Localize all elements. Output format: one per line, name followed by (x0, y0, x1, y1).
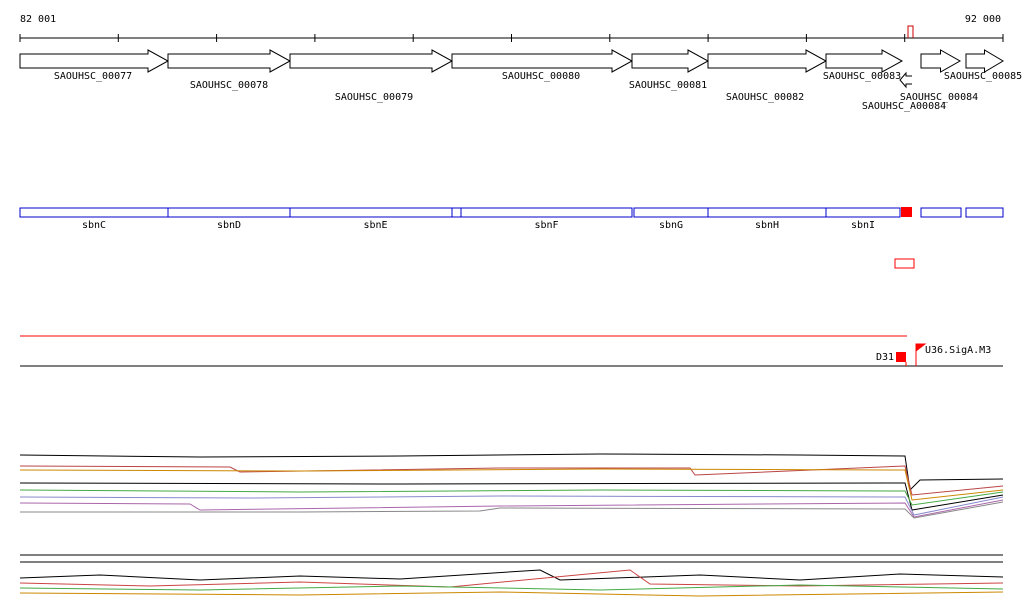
gene-label: SAOUHSC_00084 (900, 92, 978, 103)
peak (907, 25, 914, 38)
gene-label: SAOUHSC_00080 (502, 71, 580, 82)
operon-label: sbnE (363, 220, 387, 231)
ruler-ticks (19, 34, 1004, 42)
operon-box (825, 207, 901, 218)
expression-traces (19, 453, 1004, 597)
operon-box (965, 207, 1004, 218)
gene-track: SAOUHSC_00077 SAOUHSC_00078 SAOUHSC_00079 S… (19, 49, 1022, 112)
gene-label: SAOUHSC_00083 (823, 71, 901, 82)
gene-label: SAOUHSC_00085 (944, 71, 1022, 82)
gene-arrow (707, 49, 828, 73)
gene-label: SAOUHSC_00081 (629, 80, 707, 91)
ruler-start: 82 001 (20, 14, 56, 25)
gene-label: SAOUHSC_A00084 (862, 101, 946, 112)
gene-arrow (631, 49, 710, 73)
operon-label: sbnD (217, 220, 241, 231)
gene-arrow (899, 71, 912, 89)
gene-arrow (825, 49, 904, 73)
gene-label: SAOUHSC_00082 (726, 92, 804, 103)
gene-label: SAOUHSC_00078 (190, 80, 268, 91)
gene-label: SAOUHSC_00079 (335, 92, 413, 103)
gene-arrow (167, 49, 292, 73)
gene-arrow (451, 49, 634, 73)
feature-marker (896, 352, 906, 362)
operon-track: sbnC sbnD sbnE sbnF sbnG sbnH sbnI (19, 207, 901, 231)
gene-arrow (19, 49, 170, 73)
gene-arrow (965, 49, 1004, 73)
operon-red (901, 207, 912, 217)
operon-label: sbnG (659, 220, 683, 231)
operon-box (920, 207, 962, 218)
operon-label: sbnF (534, 220, 558, 231)
operon-box (460, 207, 633, 218)
feature-label: D31 (876, 352, 894, 363)
gene-arrow (289, 49, 454, 73)
gene-arrow (920, 49, 962, 73)
ruler-end: 92 000 (965, 14, 1001, 25)
feature-label: U36.SigA.M3 (925, 345, 991, 356)
operon-label: sbnI (851, 220, 875, 231)
operon-label: sbnC (82, 220, 106, 231)
operon-label: sbnH (755, 220, 779, 231)
region-box (894, 258, 915, 269)
gene-label: SAOUHSC_00077 (54, 71, 132, 82)
feature-flag (915, 343, 927, 366)
